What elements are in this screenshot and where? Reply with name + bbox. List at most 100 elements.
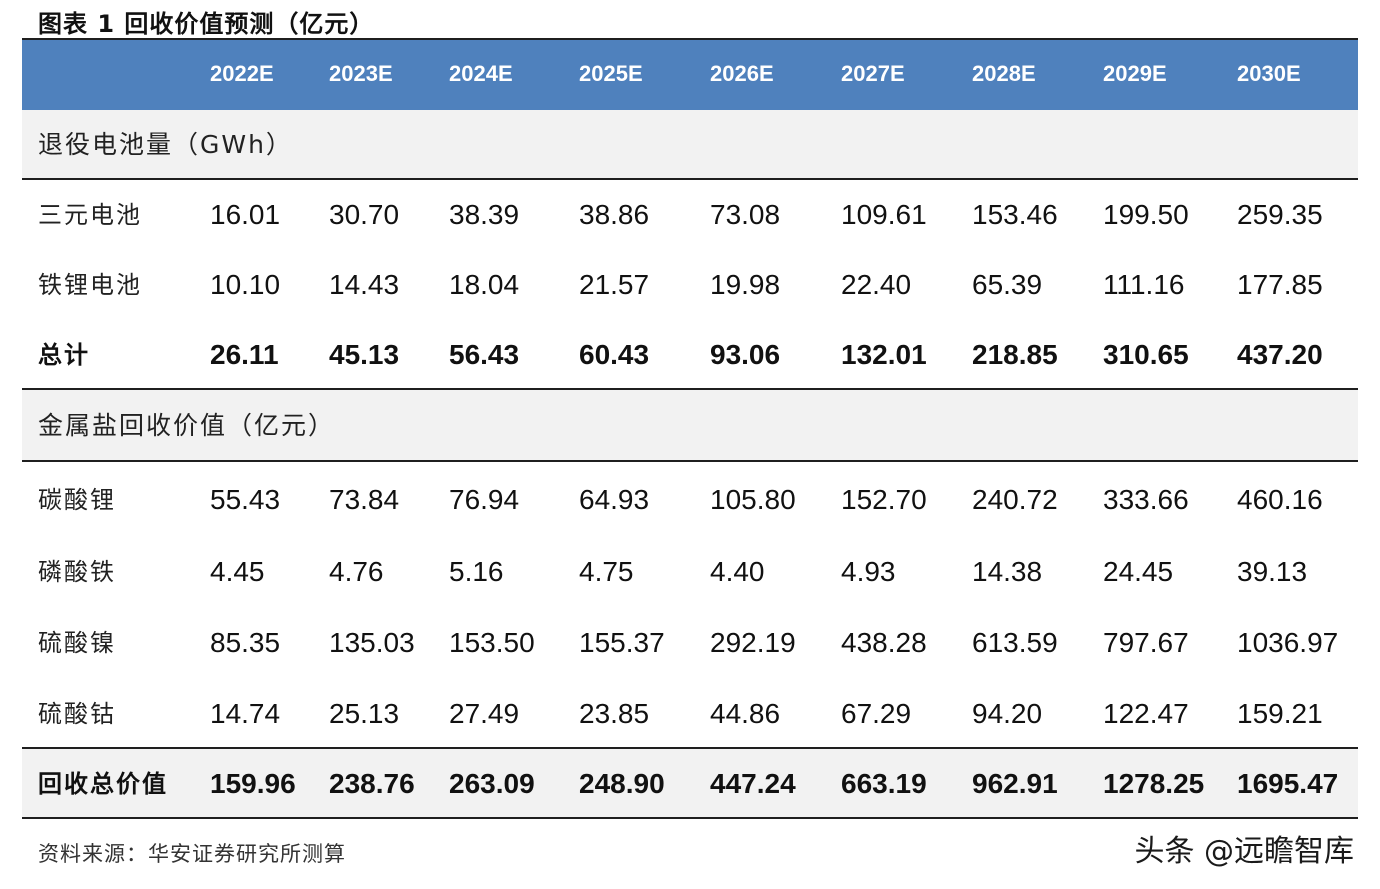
table-cell: 177.85 — [1237, 269, 1323, 300]
table-cell: 25.13 — [329, 698, 400, 729]
table-cell: 613.59 — [972, 627, 1058, 658]
table-cell: 94.20 — [972, 698, 1043, 729]
table-cell: 153.46 — [972, 199, 1058, 230]
table-header-row: 2022E 2023E 2024E 2025E 2026E 2027E 2028… — [22, 38, 1358, 110]
table-cell: 55.43 — [210, 484, 281, 515]
row-label: 三元电池 — [38, 201, 142, 229]
table-cell: 135.03 — [329, 627, 415, 658]
table-cell: 85.35 — [210, 627, 281, 658]
table-row: 铁锂电池 10.10 14.43 18.04 21.57 19.98 22.40… — [22, 250, 1358, 320]
row-label: 总计 — [38, 341, 90, 369]
table-cell: 159.21 — [1237, 698, 1323, 729]
table-cell: 437.20 — [1237, 339, 1323, 370]
table-cell: 73.84 — [329, 484, 400, 515]
table-cell: 199.50 — [1103, 199, 1189, 230]
table-cell: 263.09 — [449, 768, 535, 799]
table-row: 硫酸镍 85.35 135.03 153.50 155.37 292.19 43… — [22, 605, 1358, 676]
table-cell: 5.16 — [449, 556, 504, 587]
table-cell: 4.45 — [210, 556, 265, 587]
table-cell: 797.67 — [1103, 627, 1189, 658]
table-cell: 14.38 — [972, 556, 1043, 587]
row-label: 磷酸铁 — [38, 558, 116, 586]
table-cell: 1036.97 — [1237, 627, 1339, 658]
table-cell: 67.29 — [841, 698, 912, 729]
header-year: 2029E — [1103, 61, 1167, 86]
table-cell: 1278.25 — [1103, 768, 1205, 799]
section-label: 退役电池量（GWh） — [38, 130, 293, 159]
row-label: 铁锂电池 — [38, 271, 142, 299]
header-year: 2030E — [1237, 61, 1301, 86]
table-cell: 39.13 — [1237, 556, 1308, 587]
table-cell: 310.65 — [1103, 339, 1189, 370]
forecast-table: 2022E 2023E 2024E 2025E 2026E 2027E 2028… — [22, 38, 1358, 819]
table-row: 磷酸铁 4.45 4.76 5.16 4.75 4.40 4.93 14.38 … — [22, 534, 1358, 605]
table-cell: 45.13 — [329, 339, 400, 370]
table-cell: 38.39 — [449, 199, 520, 230]
row-label: 回收总价值 — [38, 770, 168, 798]
table-cell: 65.39 — [972, 269, 1043, 300]
table-cell: 218.85 — [972, 339, 1058, 370]
table-cell: 333.66 — [1103, 484, 1189, 515]
grand-total-row: 回收总价值 159.96 238.76 263.09 248.90 447.24… — [22, 747, 1358, 819]
table-cell: 460.16 — [1237, 484, 1323, 515]
table-cell: 44.86 — [710, 698, 781, 729]
table-cell: 4.40 — [710, 556, 765, 587]
table-cell: 259.35 — [1237, 199, 1323, 230]
table-cell: 30.70 — [329, 199, 400, 230]
header-year: 2028E — [972, 61, 1036, 86]
table-cell: 22.40 — [841, 269, 912, 300]
table-cell: 153.50 — [449, 627, 535, 658]
table-cell: 663.19 — [841, 768, 927, 799]
table-cell: 21.57 — [579, 269, 650, 300]
header-year: 2022E — [210, 61, 274, 86]
section-heading-metal-salt: 金属盐回收价值（亿元） — [22, 390, 1358, 462]
table-cell: 155.37 — [579, 627, 665, 658]
table-cell: 16.01 — [210, 199, 281, 230]
table-title: 图表 1 回收价值预测（亿元） — [38, 10, 375, 38]
table-cell: 14.74 — [210, 698, 281, 729]
table-cell: 27.49 — [449, 698, 520, 729]
table-cell: 73.08 — [710, 199, 781, 230]
table-cell: 438.28 — [841, 627, 927, 658]
source-note: 资料来源：华安证券研究所测算 — [38, 842, 346, 866]
table-cell: 23.85 — [579, 698, 650, 729]
table-cell: 447.24 — [710, 768, 796, 799]
table-cell: 76.94 — [449, 484, 520, 515]
row-label: 硫酸钴 — [38, 700, 116, 728]
watermark: 头条 @远瞻智库 — [1134, 834, 1354, 869]
header-year: 2023E — [329, 61, 393, 86]
table-cell: 105.80 — [710, 484, 796, 515]
table-cell: 14.43 — [329, 269, 400, 300]
table-cell: 132.01 — [841, 339, 927, 370]
table-cell: 4.75 — [579, 556, 634, 587]
table-cell: 19.98 — [710, 269, 781, 300]
table-cell: 1695.47 — [1237, 768, 1339, 799]
table-cell: 240.72 — [972, 484, 1058, 515]
table-cell: 24.45 — [1103, 556, 1174, 587]
table-cell: 26.11 — [210, 339, 279, 370]
table-cell: 122.47 — [1103, 698, 1189, 729]
table-cell: 238.76 — [329, 768, 415, 799]
total-row: 总计 26.11 45.13 56.43 60.43 93.06 132.01 … — [22, 320, 1358, 390]
table-row: 碳酸锂 55.43 73.84 76.94 64.93 105.80 152.7… — [22, 462, 1358, 534]
header-year: 2026E — [710, 61, 774, 86]
table-row: 三元电池 16.01 30.70 38.39 38.86 73.08 109.6… — [22, 180, 1358, 250]
table-row: 硫酸钴 14.74 25.13 27.49 23.85 44.86 67.29 … — [22, 676, 1358, 747]
table-cell: 109.61 — [841, 199, 927, 230]
row-label: 碳酸锂 — [38, 486, 116, 514]
table-cell: 248.90 — [579, 768, 665, 799]
table-cell: 38.86 — [579, 199, 650, 230]
table-cell: 60.43 — [579, 339, 650, 370]
header-year: 2024E — [449, 61, 513, 86]
section-label: 金属盐回收价值（亿元） — [38, 411, 336, 440]
header-year: 2025E — [579, 61, 643, 86]
table-cell: 292.19 — [710, 627, 796, 658]
table-cell: 56.43 — [449, 339, 520, 370]
table-cell: 93.06 — [710, 339, 781, 370]
row-label: 硫酸镍 — [38, 629, 116, 657]
table-cell: 18.04 — [449, 269, 520, 300]
table-cell: 962.91 — [972, 768, 1058, 799]
table-cell: 111.16 — [1103, 269, 1185, 300]
table-cell: 159.96 — [210, 768, 296, 799]
table-cell: 4.93 — [841, 556, 896, 587]
